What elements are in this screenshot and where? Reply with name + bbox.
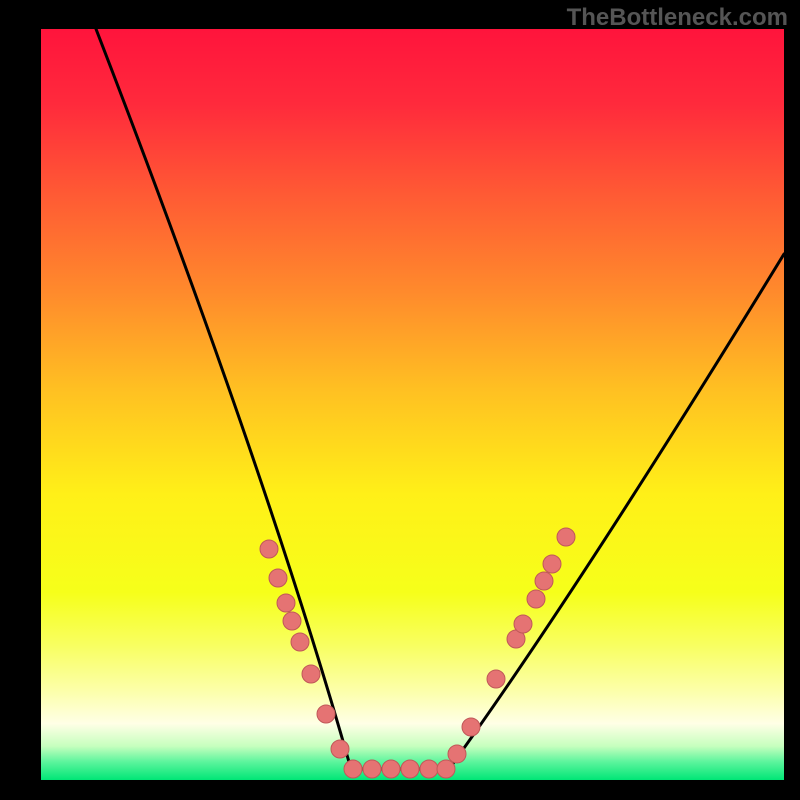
- watermark: TheBottleneck.com: [567, 4, 788, 32]
- marker: [401, 760, 419, 778]
- marker: [514, 615, 532, 633]
- plot-overlay: [41, 29, 784, 780]
- marker: [543, 555, 561, 573]
- marker: [317, 705, 335, 723]
- marker: [277, 594, 295, 612]
- marker: [557, 528, 575, 546]
- marker: [420, 760, 438, 778]
- marker: [269, 569, 287, 587]
- marker: [260, 540, 278, 558]
- marker: [283, 612, 301, 630]
- marker: [382, 760, 400, 778]
- marker: [437, 760, 455, 778]
- marker: [487, 670, 505, 688]
- outer-frame: [0, 780, 800, 800]
- marker: [448, 745, 466, 763]
- outer-frame: [0, 0, 41, 800]
- scatter-markers: [260, 528, 575, 778]
- marker: [302, 665, 320, 683]
- outer-frame: [784, 0, 800, 800]
- v-curve: [96, 29, 784, 769]
- marker: [331, 740, 349, 758]
- marker: [535, 572, 553, 590]
- marker: [363, 760, 381, 778]
- marker: [291, 633, 309, 651]
- marker: [527, 590, 545, 608]
- marker: [344, 760, 362, 778]
- plot-area: [41, 29, 784, 780]
- marker: [462, 718, 480, 736]
